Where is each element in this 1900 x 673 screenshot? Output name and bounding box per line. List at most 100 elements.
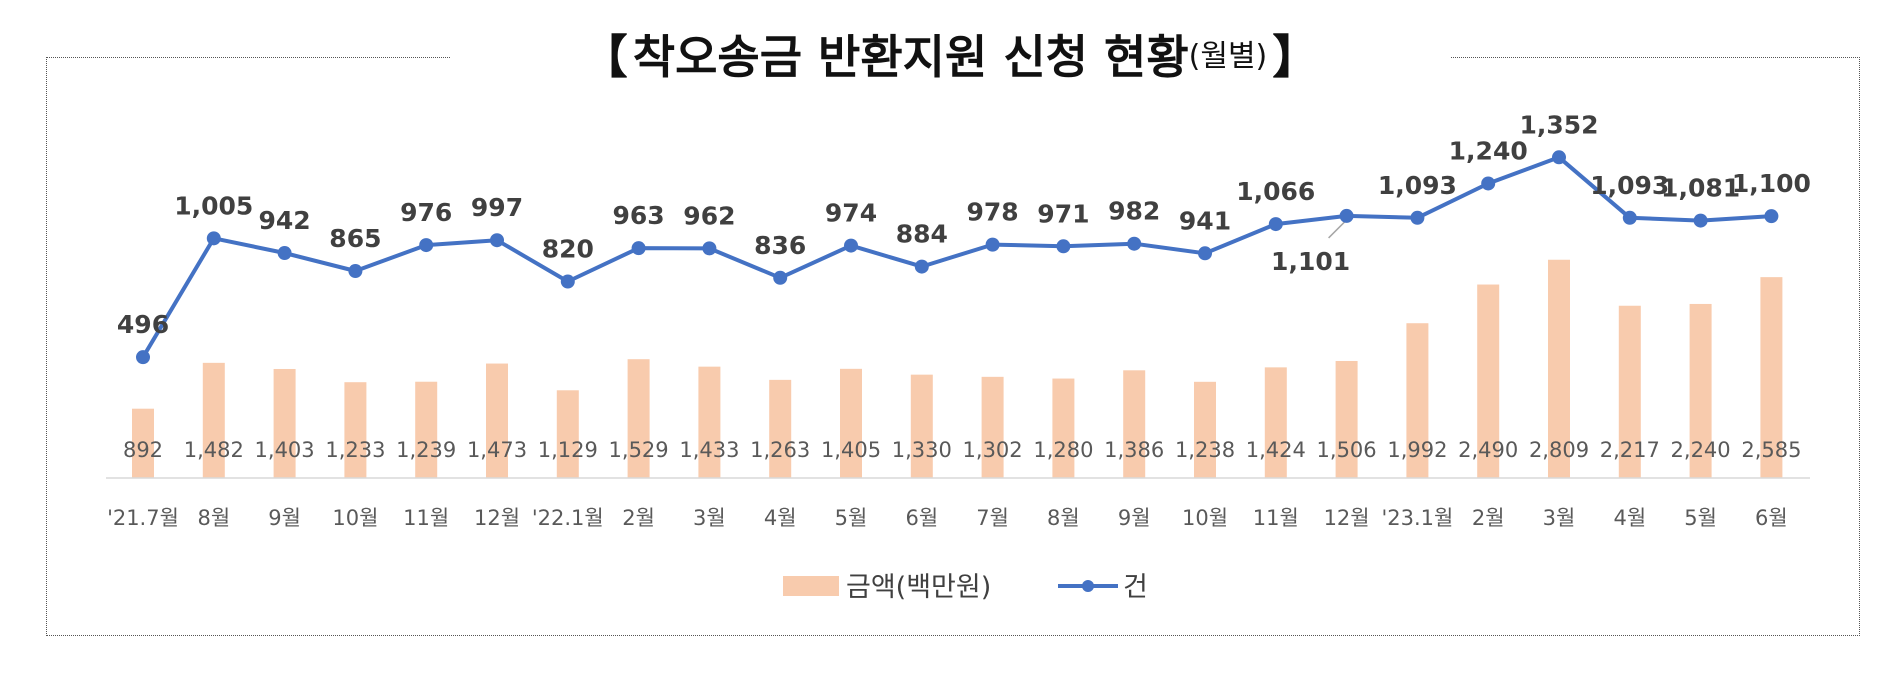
count-value-label: 971: [1037, 199, 1089, 228]
bar-amount: [1689, 303, 1712, 478]
count-value-label: 1,352: [1519, 110, 1598, 139]
bar-value-label: 1,433: [679, 438, 739, 462]
bar-amount: [840, 368, 862, 478]
title-main: 착오송금 반환지원 신청 현황: [632, 30, 1189, 84]
x-tick-label: 12월: [1324, 506, 1370, 530]
x-tick-label: 6월: [905, 506, 938, 530]
count-point: [490, 233, 504, 248]
bar-amount: [132, 408, 154, 478]
count-point: [1622, 210, 1637, 225]
x-tick-label: 3월: [1543, 506, 1576, 530]
count-value-label: 1,093: [1378, 171, 1457, 200]
count-value-label: 974: [825, 199, 877, 228]
bar-value-label: 2,240: [1671, 438, 1731, 462]
count-point: [914, 259, 929, 274]
bar-value-label: 1,280: [1033, 438, 1093, 462]
title-close-bracket: 】: [1272, 30, 1319, 84]
bar-amount: [981, 376, 1004, 478]
count-value-label: 963: [613, 201, 665, 230]
x-tick-label: 12월: [474, 506, 520, 530]
bar-value-label: 1,482: [184, 438, 244, 462]
legend-line-label: 건: [1123, 572, 1148, 603]
count-value-label: 1,093: [1590, 171, 1669, 200]
x-tick-label: 2월: [1472, 506, 1505, 530]
chart-title: 【 착오송금 반환지원 신청 현황(월별) 】: [450, 22, 1450, 92]
bar-value-label: 2,490: [1458, 438, 1518, 462]
bar-value-label: 2,217: [1600, 438, 1660, 462]
bar-amount: [769, 379, 792, 478]
x-tick-label: 5월: [835, 506, 868, 530]
count-point: [277, 246, 292, 261]
x-tick-label: 10월: [1182, 506, 1228, 530]
bar-value-label: 2,585: [1741, 438, 1801, 462]
count-point: [1481, 176, 1496, 191]
bar-value-label: 1,386: [1104, 438, 1164, 462]
count-value-label: 820: [542, 235, 594, 264]
bar-amount: [556, 390, 579, 478]
bar-value-label: 1,330: [892, 438, 952, 462]
count-point: [136, 350, 150, 365]
count-point: [1693, 213, 1708, 228]
legend-bar-label: 금액(백만원): [846, 572, 991, 603]
x-tick-label: 11월: [403, 506, 449, 530]
x-tick-label: 8월: [197, 506, 230, 530]
bar-amount: [344, 382, 367, 478]
count-value-label: 997: [471, 193, 523, 222]
x-tick-label: '22.1월: [532, 506, 604, 530]
count-point: [702, 241, 717, 256]
bar-amount: [1548, 259, 1570, 478]
x-tick-label: 9월: [268, 506, 301, 530]
count-point: [1056, 239, 1071, 254]
x-tick-label: 6월: [1755, 506, 1788, 530]
count-value-label: 1,100: [1732, 169, 1811, 198]
bar-value-label: 1,233: [325, 438, 385, 462]
count-value-label: 884: [896, 220, 948, 249]
bar-value-label: 1,263: [750, 438, 810, 462]
x-tick-label: 7월: [976, 506, 1009, 530]
bar-amount: [910, 374, 933, 478]
bar-amount: [698, 366, 721, 478]
count-point: [1198, 246, 1212, 261]
count-value-label: 962: [683, 201, 735, 230]
bar-amount: [1406, 323, 1429, 478]
bar-amount: [1335, 360, 1358, 478]
count-value-label: 982: [1108, 197, 1160, 226]
count-value-label: 1,066: [1236, 177, 1315, 206]
bar-amount: [1264, 367, 1287, 478]
x-tick-label: 4월: [764, 506, 797, 530]
x-tick-label: 11월: [1253, 506, 1299, 530]
bar-value-label: 1,239: [396, 438, 456, 462]
bar-amount: [486, 363, 508, 478]
bar-amount: [1052, 378, 1075, 478]
bar-value-label: 892: [123, 438, 163, 462]
count-point: [844, 238, 858, 253]
count-value-label: 1,081: [1661, 174, 1740, 203]
count-point: [419, 238, 434, 253]
bar-value-label: 2,809: [1529, 438, 1589, 462]
bar-value-label: 1,238: [1175, 438, 1235, 462]
bar-amount: [627, 359, 650, 478]
bar-amount: [1618, 305, 1641, 478]
bar-amount: [1123, 370, 1146, 478]
x-tick-label: 8월: [1047, 506, 1080, 530]
count-point: [1552, 150, 1566, 165]
count-point: [631, 241, 646, 256]
x-tick-label: 2월: [622, 506, 655, 530]
bar-value-label: 1,529: [609, 438, 669, 462]
count-value-label: 865: [329, 224, 381, 253]
count-value-label: 941: [1179, 206, 1231, 235]
bar-value-label: 1,506: [1317, 438, 1377, 462]
x-tick-label: '23.1월: [1381, 506, 1453, 530]
x-tick-label: 5월: [1684, 506, 1717, 530]
count-point: [1268, 217, 1283, 232]
count-value-label: 1,240: [1449, 136, 1528, 165]
count-point: [985, 237, 1000, 252]
count-point: [560, 274, 575, 289]
bar-value-label: 1,403: [255, 438, 315, 462]
count-point: [1127, 236, 1142, 251]
x-tick-label: 9월: [1118, 506, 1151, 530]
legend-line-marker: [1082, 580, 1094, 592]
count-value-label: 496: [117, 310, 169, 339]
count-value-label: 942: [259, 206, 311, 235]
